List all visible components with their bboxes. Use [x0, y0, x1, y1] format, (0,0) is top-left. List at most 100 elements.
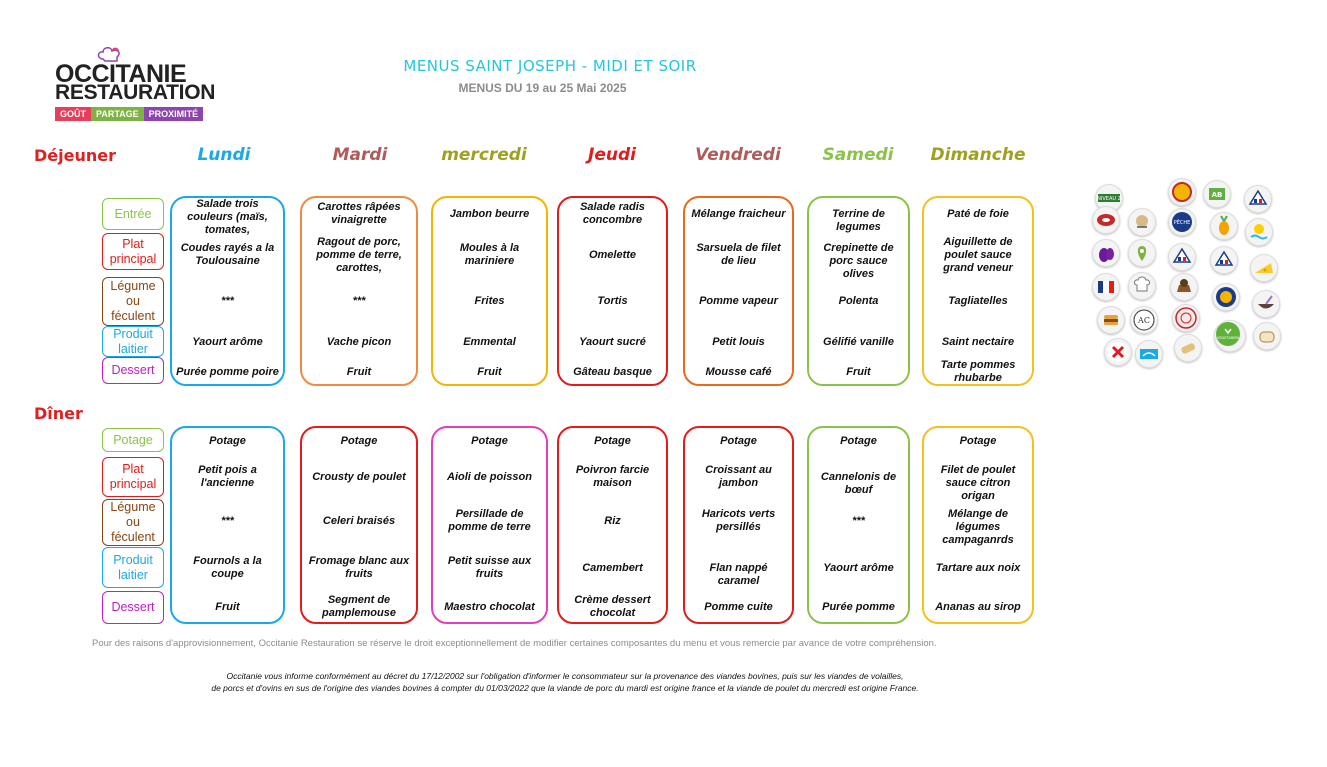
cheese-icon [1250, 254, 1278, 282]
dinner-item: Camembert [582, 561, 643, 574]
dinner-item: Riz [604, 514, 621, 527]
origin-france-icon [1244, 185, 1272, 213]
lunch-item: Frites [474, 294, 505, 307]
french-flag-icon [1092, 273, 1120, 301]
lunch-item: Salade radis concombre [580, 201, 645, 226]
legal-line-2: de porcs et d'ovins en sus de l'origine … [211, 683, 919, 693]
fruit-icon [1210, 212, 1238, 240]
svg-text:NIVEAU 2: NIVEAU 2 [1097, 196, 1121, 202]
lunch-item: Saint nectaire [941, 335, 1015, 348]
lunch-item: Carottes râpées vinaigrette [317, 201, 401, 226]
dinner-item: Segment de pamplemouse [322, 594, 396, 619]
lunch-item: Aiguillette de poulet sauce grand veneur [943, 235, 1013, 274]
french-veal-icon [1210, 246, 1238, 274]
page-title: MENUS SAINT JOSEPH - MIDI ET SOIR [403, 57, 697, 75]
lunch-item: Tagliatelles [948, 294, 1008, 307]
seasonal-icon [1245, 218, 1273, 246]
lunch-item: Polenta [838, 294, 879, 307]
dinner-item: Ananas au sirop [935, 600, 1021, 613]
legal-line-1: Occitanie vous informe conformément au d… [226, 671, 904, 681]
dinner-item: Petit suisse aux fruits [447, 555, 532, 580]
dinner-item: Purée pomme [822, 600, 895, 613]
day-header-mardi: Mardi [332, 145, 388, 165]
lunch-menu-mercredi: Jambon beurre Moules à la mariniere Frites… [431, 196, 548, 386]
lunch-menu-jeudi: Salade radis concombre Omelette Tortis Yaou… [557, 196, 668, 386]
dinner-item: Tartare aux noix [935, 561, 1021, 574]
dinner-label: Dîner [34, 404, 83, 423]
svg-text:AC: AC [1137, 316, 1150, 325]
day-header-dimanche: Dimanche [930, 145, 1026, 165]
lunch-item: Coudes rayés a la Toulousaine [180, 242, 275, 267]
lunch-item: Sarsuela de filet de lieu [696, 242, 781, 267]
dinner-item: Potage [959, 434, 997, 447]
day-header-jeudi: Jeudi [588, 145, 636, 165]
lunch-item: Salade trois couleurs (maïs, tomates, [187, 198, 268, 236]
dinner-item: *** [221, 514, 234, 527]
dinner-item: Crème dessert chocolat [574, 594, 651, 619]
dinner-menu-vendredi: Potage Croissant au jambon Haricots verts … [683, 426, 794, 624]
logo-line2: RESTAURATION [55, 81, 216, 104]
lunch-item: Fruit [846, 365, 871, 378]
dinner-item: Flan nappé caramel [709, 561, 768, 587]
lunch-item: Gâteau basque [573, 365, 652, 378]
burger-icon [1097, 306, 1125, 334]
dinner-item: Potage [720, 434, 757, 447]
logo-tagline: GOÛT PARTAGE PROXIMITÉ [55, 107, 204, 121]
page-subtitle: MENUS DU 19 au 25 Mai 2025 [458, 81, 627, 95]
poultry-icon [1128, 208, 1156, 236]
lunch-item: Vache picon [326, 335, 392, 348]
tagline-proximite: PROXIMITÉ [143, 107, 204, 121]
lunch-item: *** [221, 294, 234, 307]
dinner-item: Filet de poulet sauce citron origan [940, 464, 1016, 502]
logo-line1: OCCITANIE [55, 60, 187, 88]
lunch-menu-dimanche: Paté de foie Aiguillette de poulet sauce … [922, 196, 1034, 386]
day-header-vendredi: Vendredi [695, 145, 781, 165]
label-rouge-icon [1104, 338, 1132, 366]
dinner-item: *** [852, 514, 865, 527]
dinner-item: Cannelonis de bœuf [820, 470, 897, 496]
svg-text:AB: AB [1212, 191, 1223, 199]
igp-label-icon [1168, 178, 1196, 206]
chef-hat-icon [97, 47, 120, 62]
dinner-menu-lundi: Potage Petit pois a l'ancienne *** Fournols… [170, 426, 285, 624]
lunch-item: Tarte pommes rhubarbe [940, 359, 1016, 384]
lunch-item: Paté de foie [947, 207, 1009, 220]
lunch-item: Fruit [346, 365, 372, 378]
dinner-item: Fournols a la coupe [193, 555, 262, 580]
lunch-category-3: Légume ou féculent [102, 277, 164, 326]
meat-icon [1092, 206, 1120, 234]
dinner-item: Celeri braisés [322, 514, 396, 527]
homemade-icon [1128, 272, 1156, 300]
dinner-item: Potage [840, 434, 877, 447]
aop-label-icon [1212, 283, 1240, 311]
lunch-item: Petit louis [712, 335, 765, 348]
dinner-category-5: Dessert [102, 591, 164, 624]
dinner-menu-jeudi: Potage Poivron farcie maison Riz Camembert C… [557, 426, 668, 624]
svg-text:PÊCHE: PÊCHE [1174, 218, 1191, 226]
dinner-item: Petit pois a l'ancienne [198, 464, 257, 489]
lunch-menu-mardi: Carottes râpées vinaigrette Ragout de por… [300, 196, 418, 386]
lunch-item: Gélifié vanille [823, 335, 894, 348]
wrap-icon [1174, 334, 1202, 362]
dinner-item: Fruit [215, 600, 240, 613]
occitanie-logo: OCCITANIE RESTAURATION GOÛT PARTAGE PROX… [55, 45, 235, 125]
dinner-item: Haricots verts persillés [701, 508, 776, 533]
vegetarian-icon: VEGETARIEN [1214, 320, 1246, 352]
dinner-item: Persillade de pomme de terre [448, 508, 531, 533]
dinner-item: Pomme cuite [704, 600, 773, 613]
lunch-category-1: Entrée [102, 198, 164, 230]
day-header-mercredi: mercredi [441, 145, 527, 165]
legal-note: Occitanie vous informe conformément au d… [150, 670, 980, 694]
lunch-category-2: Plat principal [102, 233, 164, 270]
msc-label-icon [1135, 340, 1163, 368]
dinner-menu-samedi: Potage Cannelonis de bœuf *** Yaourt arôme P… [807, 426, 910, 624]
dinner-category-2: Plat principal [102, 457, 164, 497]
dinner-item: Potage [340, 434, 378, 447]
lunch-item: Emmental [463, 335, 516, 348]
dinner-item: Yaourt arôme [823, 561, 894, 574]
lunch-item: Jambon beurre [449, 207, 530, 220]
lunch-item: Yaourt sucré [579, 335, 646, 348]
dinner-category-4: Produit laitier [102, 547, 164, 588]
lunch-item: Mélange fraicheur [691, 207, 786, 220]
peche-durable-icon: PÊCHE [1168, 208, 1196, 236]
